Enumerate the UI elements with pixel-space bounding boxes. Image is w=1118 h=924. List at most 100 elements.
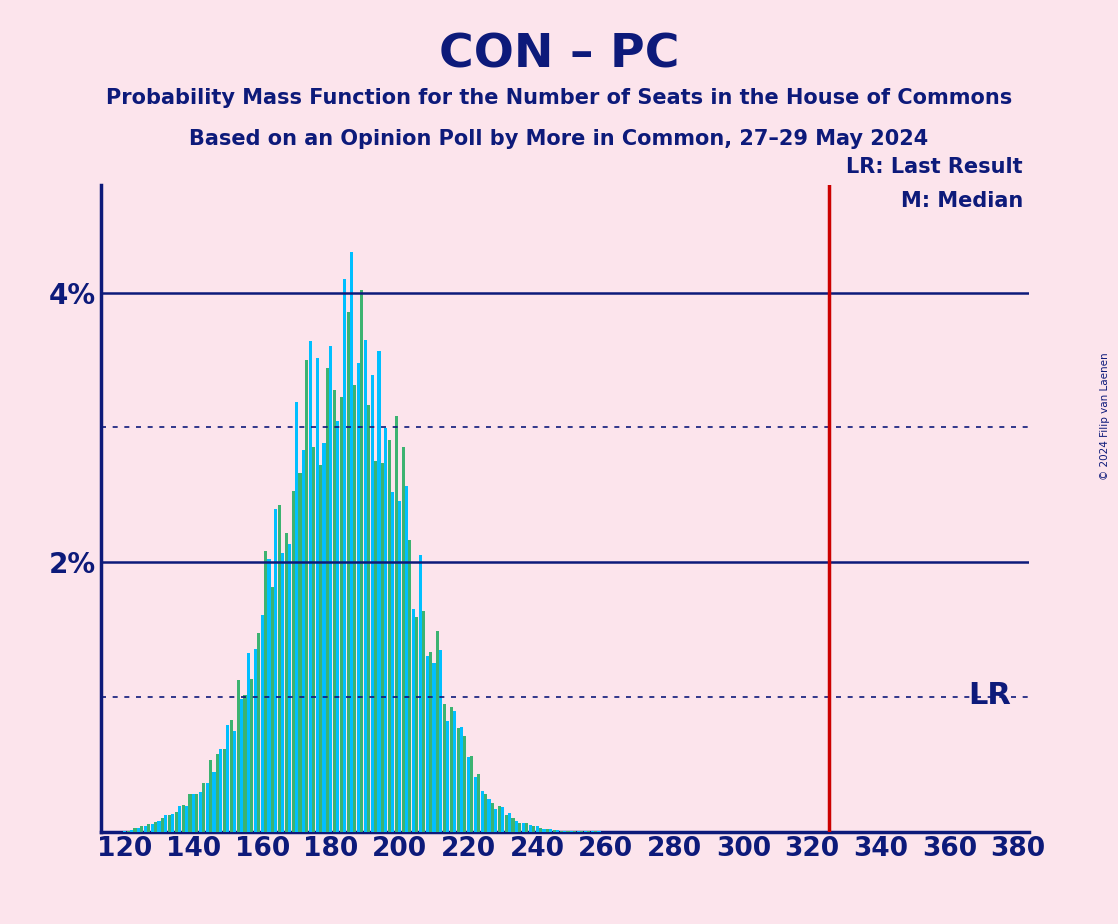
Bar (168, 815, 171, 832)
Bar (216, 754, 219, 832)
Bar (385, 428, 388, 832)
Bar (498, 806, 501, 832)
Text: CON – PC: CON – PC (438, 32, 680, 78)
Bar (449, 708, 453, 832)
Bar (267, 559, 271, 832)
Bar (302, 450, 305, 832)
Bar (181, 806, 184, 832)
Bar (388, 440, 391, 832)
Bar (271, 588, 274, 832)
Bar (295, 402, 299, 832)
Bar (360, 290, 363, 832)
Bar (148, 824, 150, 832)
Bar (222, 749, 226, 832)
Bar (529, 825, 532, 832)
Bar (522, 823, 524, 832)
Bar (254, 649, 257, 832)
Bar (322, 443, 325, 832)
Bar (161, 818, 164, 832)
Bar (244, 696, 246, 832)
Bar (315, 358, 319, 832)
Bar (333, 390, 335, 832)
Bar (350, 252, 353, 832)
Bar (133, 828, 136, 832)
Bar (405, 486, 408, 832)
Bar (164, 815, 168, 832)
Bar (501, 808, 504, 832)
Bar (504, 815, 508, 832)
Bar (141, 826, 143, 832)
Bar (250, 678, 254, 832)
Bar (282, 553, 284, 832)
Bar (391, 492, 395, 832)
Bar (370, 375, 373, 832)
Text: Probability Mass Function for the Number of Seats in the House of Commons: Probability Mass Function for the Number… (106, 88, 1012, 108)
Bar (423, 611, 425, 832)
Bar (309, 341, 312, 832)
Bar (196, 794, 198, 832)
Text: Based on an Opinion Poll by More in Common, 27–29 May 2024: Based on an Opinion Poll by More in Comm… (189, 129, 929, 150)
Bar (340, 397, 343, 832)
Bar (395, 416, 398, 832)
Bar (433, 663, 436, 832)
Bar (367, 405, 370, 832)
Bar (487, 798, 491, 832)
Bar (439, 650, 443, 832)
Bar (189, 794, 191, 832)
Bar (292, 492, 295, 832)
Bar (429, 651, 432, 832)
Bar (563, 831, 566, 832)
Bar (212, 772, 216, 832)
Bar (171, 814, 174, 832)
Bar (206, 783, 209, 832)
Bar (154, 821, 158, 832)
Bar (536, 826, 539, 832)
Text: LR: LR (968, 681, 1012, 711)
Bar (363, 340, 367, 832)
Bar (219, 749, 222, 832)
Bar (556, 830, 559, 832)
Bar (525, 823, 529, 832)
Bar (419, 554, 421, 832)
Bar (174, 812, 178, 832)
Bar (229, 720, 233, 832)
Bar (446, 721, 449, 832)
Bar (178, 806, 181, 832)
Bar (378, 350, 380, 832)
Bar (260, 614, 264, 832)
Bar (456, 728, 459, 832)
Bar (184, 807, 188, 832)
Bar (234, 731, 236, 832)
Bar (199, 792, 202, 832)
Bar (274, 509, 277, 832)
Bar (136, 828, 140, 832)
Bar (375, 461, 377, 832)
Bar (347, 312, 350, 832)
Bar (144, 826, 146, 832)
Text: LR: Last Result: LR: Last Result (846, 157, 1023, 177)
Bar (515, 821, 518, 832)
Bar (277, 505, 281, 832)
Bar (226, 725, 229, 832)
Bar (546, 829, 549, 832)
Bar (337, 421, 339, 832)
Bar (330, 346, 332, 832)
Bar (426, 656, 428, 832)
Bar (484, 794, 487, 832)
Bar (411, 609, 415, 832)
Bar (237, 680, 239, 832)
Bar (312, 446, 315, 832)
Bar (326, 368, 329, 832)
Bar (343, 279, 347, 832)
Bar (247, 652, 250, 832)
Bar (532, 826, 536, 832)
Bar (353, 385, 357, 832)
Bar (240, 699, 243, 832)
Bar (552, 830, 556, 832)
Bar (512, 818, 514, 832)
Bar (401, 447, 405, 832)
Bar (299, 473, 302, 832)
Bar (285, 533, 287, 832)
Bar (549, 829, 552, 832)
Bar (467, 757, 470, 832)
